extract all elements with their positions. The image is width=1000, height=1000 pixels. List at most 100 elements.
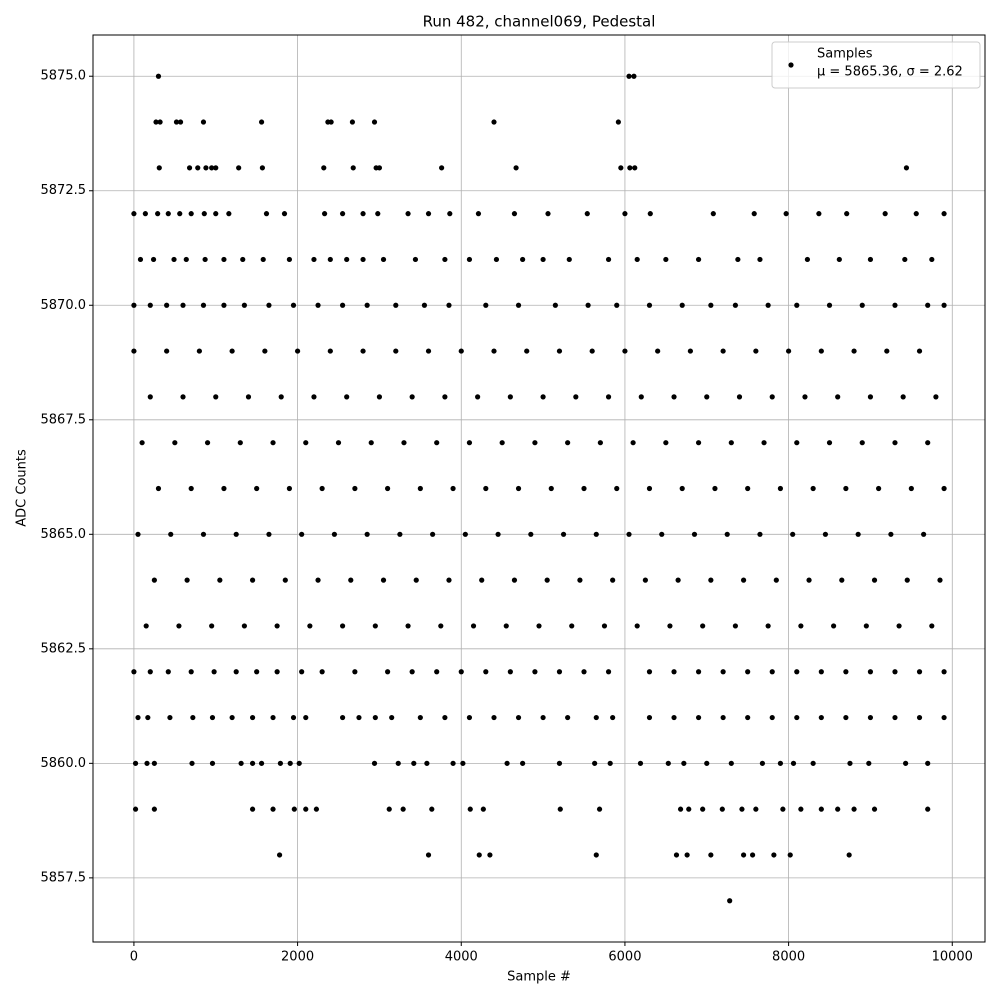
data-point <box>339 302 346 308</box>
data-point <box>499 440 505 446</box>
data-point <box>487 852 493 858</box>
data-point <box>380 577 387 583</box>
data-point <box>180 302 186 308</box>
data-point <box>229 714 235 721</box>
data-point <box>867 669 874 675</box>
data-point <box>397 531 403 537</box>
data-point <box>751 211 757 217</box>
data-point <box>299 531 305 537</box>
data-point <box>913 211 919 217</box>
data-point <box>493 256 500 263</box>
data-point <box>195 165 201 171</box>
data-point <box>458 669 464 675</box>
data-point <box>249 714 256 721</box>
data-point <box>442 394 448 400</box>
data-point <box>671 394 677 400</box>
data-point <box>266 531 272 537</box>
data-point <box>504 760 510 766</box>
data-point <box>597 440 603 446</box>
data-point <box>386 806 392 812</box>
data-point <box>137 256 144 263</box>
data-point <box>495 531 501 537</box>
data-point <box>794 669 800 675</box>
data-point <box>735 256 741 263</box>
data-point <box>491 714 497 721</box>
data-point <box>704 760 710 766</box>
data-point <box>728 440 734 446</box>
data-point <box>757 256 763 263</box>
data-point <box>458 348 464 354</box>
data-point <box>610 714 616 721</box>
data-point <box>710 211 716 217</box>
data-point <box>447 211 453 217</box>
data-point <box>328 119 334 125</box>
data-point <box>632 165 638 171</box>
x-tick-label: 8000 <box>772 950 805 965</box>
data-point <box>867 394 874 400</box>
x-tick-label: 6000 <box>608 950 641 965</box>
data-point <box>655 348 661 354</box>
data-point <box>663 440 669 446</box>
data-point <box>430 531 436 537</box>
data-point <box>806 577 812 583</box>
data-point <box>327 348 333 354</box>
data-point <box>663 256 669 263</box>
data-point <box>790 760 797 766</box>
data-point <box>871 806 878 812</box>
data-point <box>839 577 845 583</box>
x-tick-label: 2000 <box>281 950 314 965</box>
data-point <box>818 714 824 721</box>
data-point <box>687 348 693 354</box>
data-point <box>866 760 872 766</box>
data-point <box>659 531 665 537</box>
data-point <box>376 394 383 400</box>
data-point <box>826 302 833 308</box>
data-point <box>785 348 792 354</box>
data-point <box>491 348 497 354</box>
data-point <box>188 485 194 492</box>
data-point <box>941 302 947 308</box>
data-point <box>831 623 837 629</box>
data-point <box>536 623 542 629</box>
data-point <box>240 256 246 263</box>
data-point <box>281 211 288 217</box>
data-point <box>294 348 301 354</box>
data-point <box>695 714 702 721</box>
data-point <box>277 760 284 766</box>
data-point <box>319 669 325 675</box>
data-point <box>352 485 358 492</box>
data-point <box>695 669 702 675</box>
data-point <box>908 485 914 492</box>
data-point <box>556 760 563 766</box>
data-point <box>851 348 857 354</box>
data-point <box>679 485 685 492</box>
data-point <box>511 211 518 217</box>
data-point <box>450 760 456 766</box>
data-point <box>605 256 612 263</box>
data-point <box>540 714 546 721</box>
data-point <box>929 623 935 629</box>
data-point <box>642 577 648 583</box>
y-tick-label: 5867.5 <box>41 412 87 427</box>
data-point <box>818 669 824 675</box>
data-point <box>622 211 628 217</box>
data-point <box>671 714 677 721</box>
data-point <box>916 714 923 721</box>
data-point <box>921 531 927 537</box>
data-point <box>446 577 452 583</box>
data-point <box>631 73 637 79</box>
data-point <box>681 760 687 766</box>
data-point <box>673 852 680 858</box>
data-point <box>376 165 383 171</box>
data-point <box>287 760 293 766</box>
data-point <box>843 485 849 492</box>
data-point <box>286 485 293 492</box>
data-point <box>164 302 170 308</box>
data-point <box>802 394 808 400</box>
data-point <box>618 165 624 171</box>
data-point <box>412 256 419 263</box>
data-point <box>168 531 174 537</box>
data-point <box>156 165 162 171</box>
data-point <box>532 440 538 446</box>
data-point <box>771 852 777 858</box>
